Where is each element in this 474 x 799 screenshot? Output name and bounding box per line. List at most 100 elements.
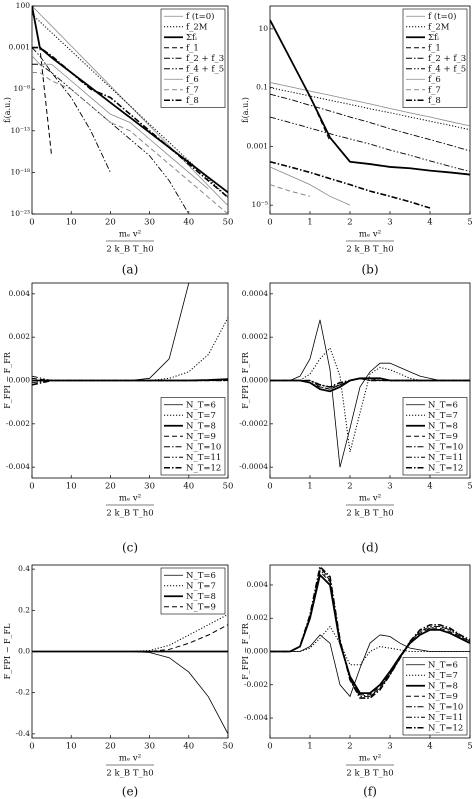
series-line — [270, 116, 470, 172]
legend-label: Σfᵢ — [186, 33, 197, 43]
legend-label: f (t=0) — [186, 11, 214, 22]
y-tick-label: 0.004 — [247, 580, 269, 589]
plot-frame — [31, 5, 229, 215]
legend-label: N_T=7 — [428, 411, 458, 421]
x-tick-label: 5 — [467, 218, 472, 228]
legend-box — [160, 8, 226, 108]
legend-label: f_2 + f_3 — [428, 54, 466, 64]
x-axis-label-numerator: mₑ v² — [359, 494, 381, 504]
series-line — [270, 347, 470, 453]
series-group — [32, 283, 228, 386]
legend-label: N_T=6 — [428, 400, 458, 410]
y-tick-label: 0.000 — [247, 647, 269, 656]
series-line — [270, 160, 431, 209]
y-axis-label: fᵢ(a.u.) — [3, 97, 12, 123]
series-line — [32, 55, 209, 190]
panel-caption: (c) — [122, 541, 138, 555]
x-tick-label: 40 — [183, 742, 194, 752]
panel-caption: (b) — [361, 263, 378, 277]
y-axis-label: F_FPI − F_FR — [241, 351, 250, 409]
legend-label: f_7 — [428, 85, 441, 95]
y-tick-label: -0.0002 — [239, 419, 268, 428]
x-tick-label: 10 — [66, 482, 77, 492]
y-tick-label: -0.2 — [16, 688, 31, 697]
x-tick-label: 0 — [267, 218, 272, 228]
legend-label: f (t=0) — [428, 11, 456, 22]
panel: 0 10 20 30 40 50 0.004 0.002 0.000 -0.002 -0.004 N_… — [3, 282, 234, 555]
x-tick-label: 3 — [387, 218, 392, 228]
x-axis-label-denominator: 2 k_B T_h0 — [106, 769, 153, 779]
y-tick-label: 0.0004 — [242, 289, 268, 298]
x-tick-label: 0 — [29, 482, 34, 492]
panel: 0 1 2 3 4 50.0040.0020.000-0.002-0.004N_T=6N_… — [241, 564, 473, 799]
x-tick-label: 4 — [427, 218, 432, 228]
legend-label: N_T=10 — [428, 702, 463, 712]
legend-label: f_1 — [428, 43, 441, 53]
y-tick-label: 0.2 — [18, 605, 30, 614]
series-line — [270, 87, 470, 131]
x-axis-label-denominator: 2 k_B T_h0 — [346, 769, 393, 779]
x-tick-label: 0 — [267, 742, 272, 752]
series-line — [32, 72, 228, 214]
panel-caption: (a) — [122, 263, 139, 277]
y-tick-label: 10⁻¹⁸ — [10, 167, 30, 176]
legend-label: f_6 — [186, 75, 199, 85]
x-tick-label: 2 — [347, 742, 352, 752]
y-tick-label: 0.004 — [9, 289, 31, 298]
x-tick-label: 30 — [144, 482, 155, 492]
x-tick-label: 4 — [427, 482, 432, 492]
x-tick-label: 10 — [66, 742, 77, 752]
y-axis-label: F_FPI − F_FR — [241, 622, 250, 680]
legend-label: N_T=8 — [428, 421, 458, 431]
series-line — [32, 317, 228, 381]
legend-label: f_7 — [186, 85, 199, 95]
x-tick-label: 50 — [223, 218, 234, 228]
series-line — [270, 569, 470, 697]
x-tick-label: 0 — [29, 742, 34, 752]
legend-label: N_T=9 — [186, 602, 216, 612]
x-tick-label: 50 — [223, 742, 234, 752]
series-line — [32, 613, 228, 652]
legend-label: N_T=8 — [428, 681, 458, 691]
series-line — [270, 93, 470, 152]
series-line — [32, 47, 111, 173]
x-axis-label-numerator: mₑ v² — [359, 230, 381, 240]
legend-box — [160, 567, 226, 615]
legend-box — [402, 397, 468, 476]
legend-label: N_T=7 — [186, 411, 216, 421]
legend-label: N_T=11 — [186, 453, 221, 463]
x-tick-label: 5 — [467, 742, 472, 752]
panel-caption: (d) — [361, 541, 378, 555]
series-line — [270, 184, 311, 197]
series-line — [32, 651, 228, 735]
legend-label: f_2M — [428, 22, 450, 32]
series-group — [32, 613, 228, 735]
x-axis-label-numerator: mₑ v² — [119, 754, 141, 764]
legend-label: N_T=8 — [186, 421, 216, 431]
series-line — [32, 6, 53, 156]
y-axis-label: F_FPI − F_FL — [3, 623, 12, 680]
y-tick-label: 0.002 — [247, 613, 269, 622]
x-tick-label: 50 — [223, 482, 234, 492]
series-line — [270, 377, 470, 388]
y-tick-label: -0.0004 — [239, 462, 268, 471]
x-tick-label: 20 — [105, 482, 116, 492]
y-axis-label: F_FPI − F_FR — [3, 351, 12, 409]
y-tick-label: -0.004 — [6, 462, 30, 471]
x-tick-label: 30 — [144, 218, 155, 228]
plot-frame — [269, 5, 471, 215]
x-tick-label: 4 — [427, 742, 432, 752]
legend-label: N_T=12 — [428, 723, 463, 733]
legend-label: f_2 + f_3 — [186, 54, 224, 64]
y-tick-label: 0.002 — [9, 332, 31, 341]
x-tick-label: 30 — [144, 742, 155, 752]
series-group — [270, 319, 470, 468]
y-tick-label: 10⁻²³ — [10, 209, 30, 218]
panel: 0 1 2 3 4 5 10 0.1 0.001 10⁻⁵ f (t=0)f_2MΣfᵢf_1f_2… — [241, 5, 473, 277]
series-line — [32, 6, 228, 206]
legend-label: N_T=8 — [186, 592, 216, 602]
series-line — [270, 377, 470, 390]
series-line — [270, 19, 331, 142]
series-line — [270, 166, 351, 206]
series-line — [270, 625, 470, 666]
